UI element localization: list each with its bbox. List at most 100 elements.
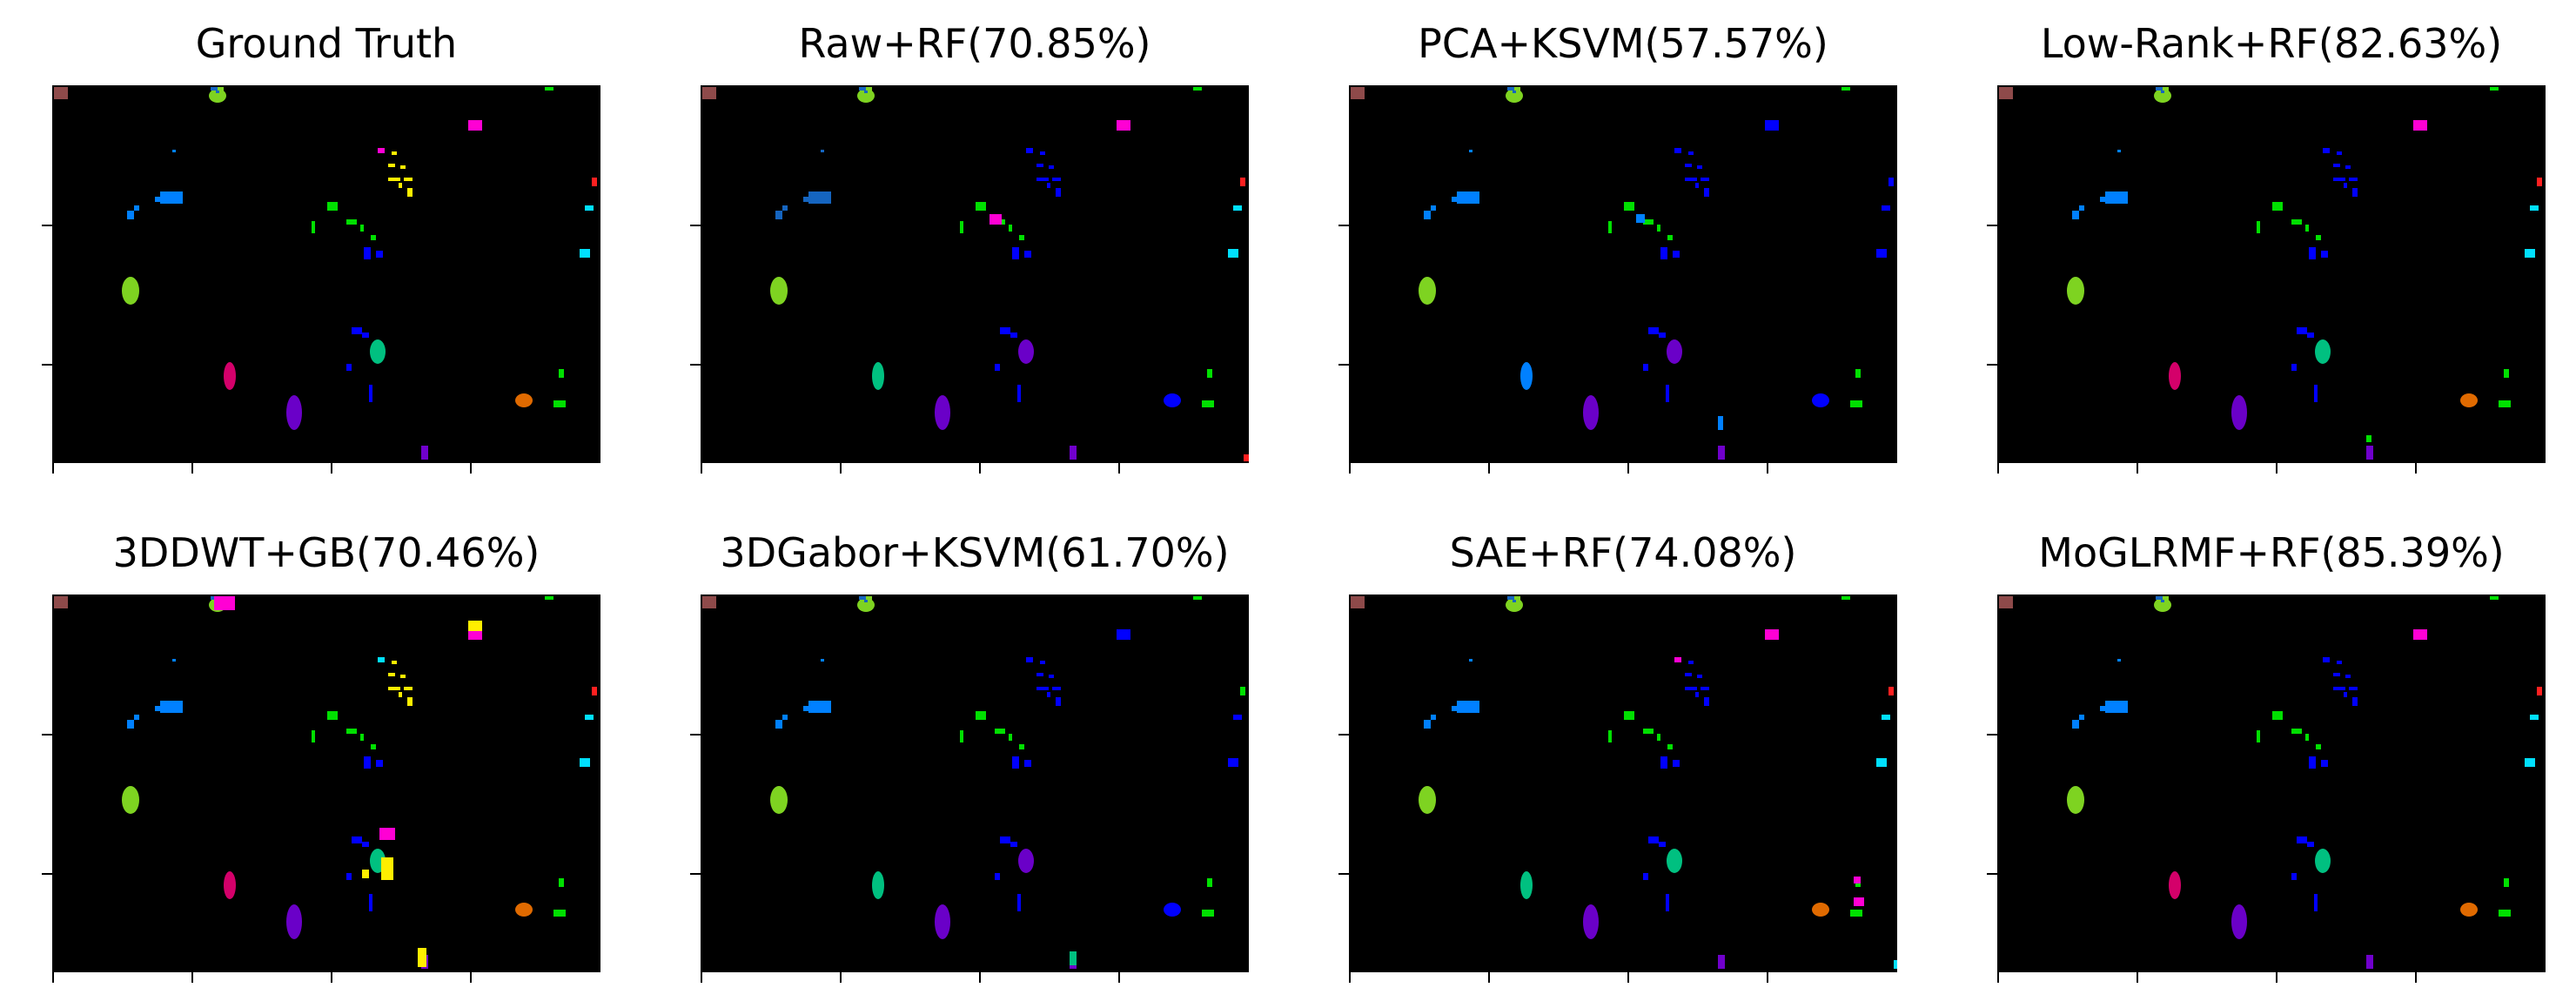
- class-region: [2257, 730, 2260, 742]
- class-region: [2257, 221, 2260, 233]
- classification-map: [701, 595, 1249, 972]
- x-axis-tick: [2276, 463, 2277, 474]
- classification-map: [701, 85, 1249, 463]
- class-region: [2105, 701, 2128, 713]
- class-region: [388, 673, 395, 676]
- class-region: [1018, 849, 1034, 873]
- class-region: [1052, 178, 1061, 181]
- class-region: [1047, 692, 1050, 697]
- class-region: [122, 786, 139, 814]
- class-region: [1674, 148, 1681, 153]
- class-region: [160, 701, 183, 713]
- map-background: [1997, 85, 2546, 463]
- class-region: [872, 362, 884, 390]
- class-region: [1667, 235, 1673, 240]
- class-region: [935, 395, 950, 430]
- class-region: [1024, 251, 1031, 258]
- class-region: [1520, 871, 1533, 899]
- class-region: [378, 148, 385, 153]
- x-axis-tick: [701, 972, 702, 983]
- class-region: [960, 730, 963, 742]
- class-region: [127, 720, 134, 729]
- class-region: [864, 600, 868, 602]
- class-region: [360, 225, 364, 232]
- class-region: [2316, 744, 2321, 749]
- y-axis-tick: [42, 364, 52, 366]
- class-region: [2345, 165, 2351, 169]
- class-region: [1812, 393, 1829, 407]
- class-region: [559, 878, 564, 887]
- class-region: [2337, 151, 2342, 155]
- class-region: [592, 687, 597, 695]
- class-region: [1657, 225, 1660, 232]
- class-region: [2525, 249, 2535, 258]
- x-axis-tick: [2137, 972, 2138, 983]
- class-region: [872, 871, 884, 899]
- class-region: [559, 369, 564, 378]
- classification-map: [1349, 595, 1897, 972]
- y-axis-tick: [1987, 734, 1997, 736]
- x-axis-tick: [979, 463, 981, 474]
- class-region: [379, 828, 395, 840]
- class-region: [1643, 729, 1654, 734]
- x-axis-tick: [840, 463, 842, 474]
- class-region: [1056, 188, 1061, 197]
- class-region: [1667, 849, 1682, 873]
- class-region: [404, 178, 413, 181]
- class-region: [808, 701, 831, 713]
- class-region: [1608, 221, 1612, 233]
- class-region: [134, 715, 139, 720]
- class-region: [1876, 249, 1887, 258]
- class-region: [1718, 955, 1725, 969]
- class-region: [1520, 362, 1533, 390]
- x-axis-tick: [331, 463, 332, 474]
- panel-title: 3DGabor+KSVM(61.70%): [720, 529, 1230, 576]
- class-region: [376, 760, 383, 767]
- class-region: [1513, 91, 1516, 93]
- class-region: [515, 903, 533, 917]
- x-axis-tick: [701, 463, 702, 474]
- class-region: [2413, 629, 2427, 640]
- class-region: [378, 657, 385, 662]
- class-region: [1643, 219, 1654, 225]
- class-region: [1026, 657, 1033, 662]
- class-region: [2316, 235, 2321, 240]
- class-region: [399, 692, 402, 697]
- class-region: [468, 120, 482, 131]
- class-region: [1351, 596, 1365, 608]
- x-axis-tick: [1767, 463, 1768, 474]
- class-region: [2079, 715, 2084, 720]
- class-region: [553, 400, 566, 407]
- class-region: [1424, 211, 1431, 219]
- class-region: [1659, 842, 1666, 847]
- class-region: [553, 910, 566, 917]
- class-region: [214, 596, 235, 610]
- class-region: [1718, 446, 1725, 460]
- class-region: [2161, 91, 2164, 93]
- class-region: [370, 339, 386, 364]
- class-region: [376, 251, 383, 258]
- class-region: [468, 621, 482, 631]
- class-region: [1052, 687, 1061, 690]
- class-region: [1202, 910, 1214, 917]
- class-region: [1036, 164, 1043, 167]
- class-region: [2291, 219, 2302, 225]
- class-region: [407, 188, 413, 197]
- class-region: [1244, 454, 1249, 461]
- class-region: [1624, 711, 1634, 720]
- map-background: [701, 595, 1249, 972]
- class-region: [388, 687, 400, 690]
- x-axis-tick: [1349, 463, 1351, 474]
- x-axis-tick: [470, 463, 472, 474]
- class-region: [1012, 756, 1019, 769]
- class-region: [2169, 362, 2181, 390]
- class-region: [2231, 904, 2247, 939]
- class-region: [2169, 871, 2181, 899]
- class-region: [1660, 247, 1667, 259]
- class-region: [1688, 661, 1694, 664]
- class-region: [346, 364, 352, 371]
- class-region: [2337, 661, 2342, 664]
- x-axis-tick: [191, 463, 193, 474]
- class-region: [580, 758, 590, 767]
- class-region: [2117, 150, 2121, 152]
